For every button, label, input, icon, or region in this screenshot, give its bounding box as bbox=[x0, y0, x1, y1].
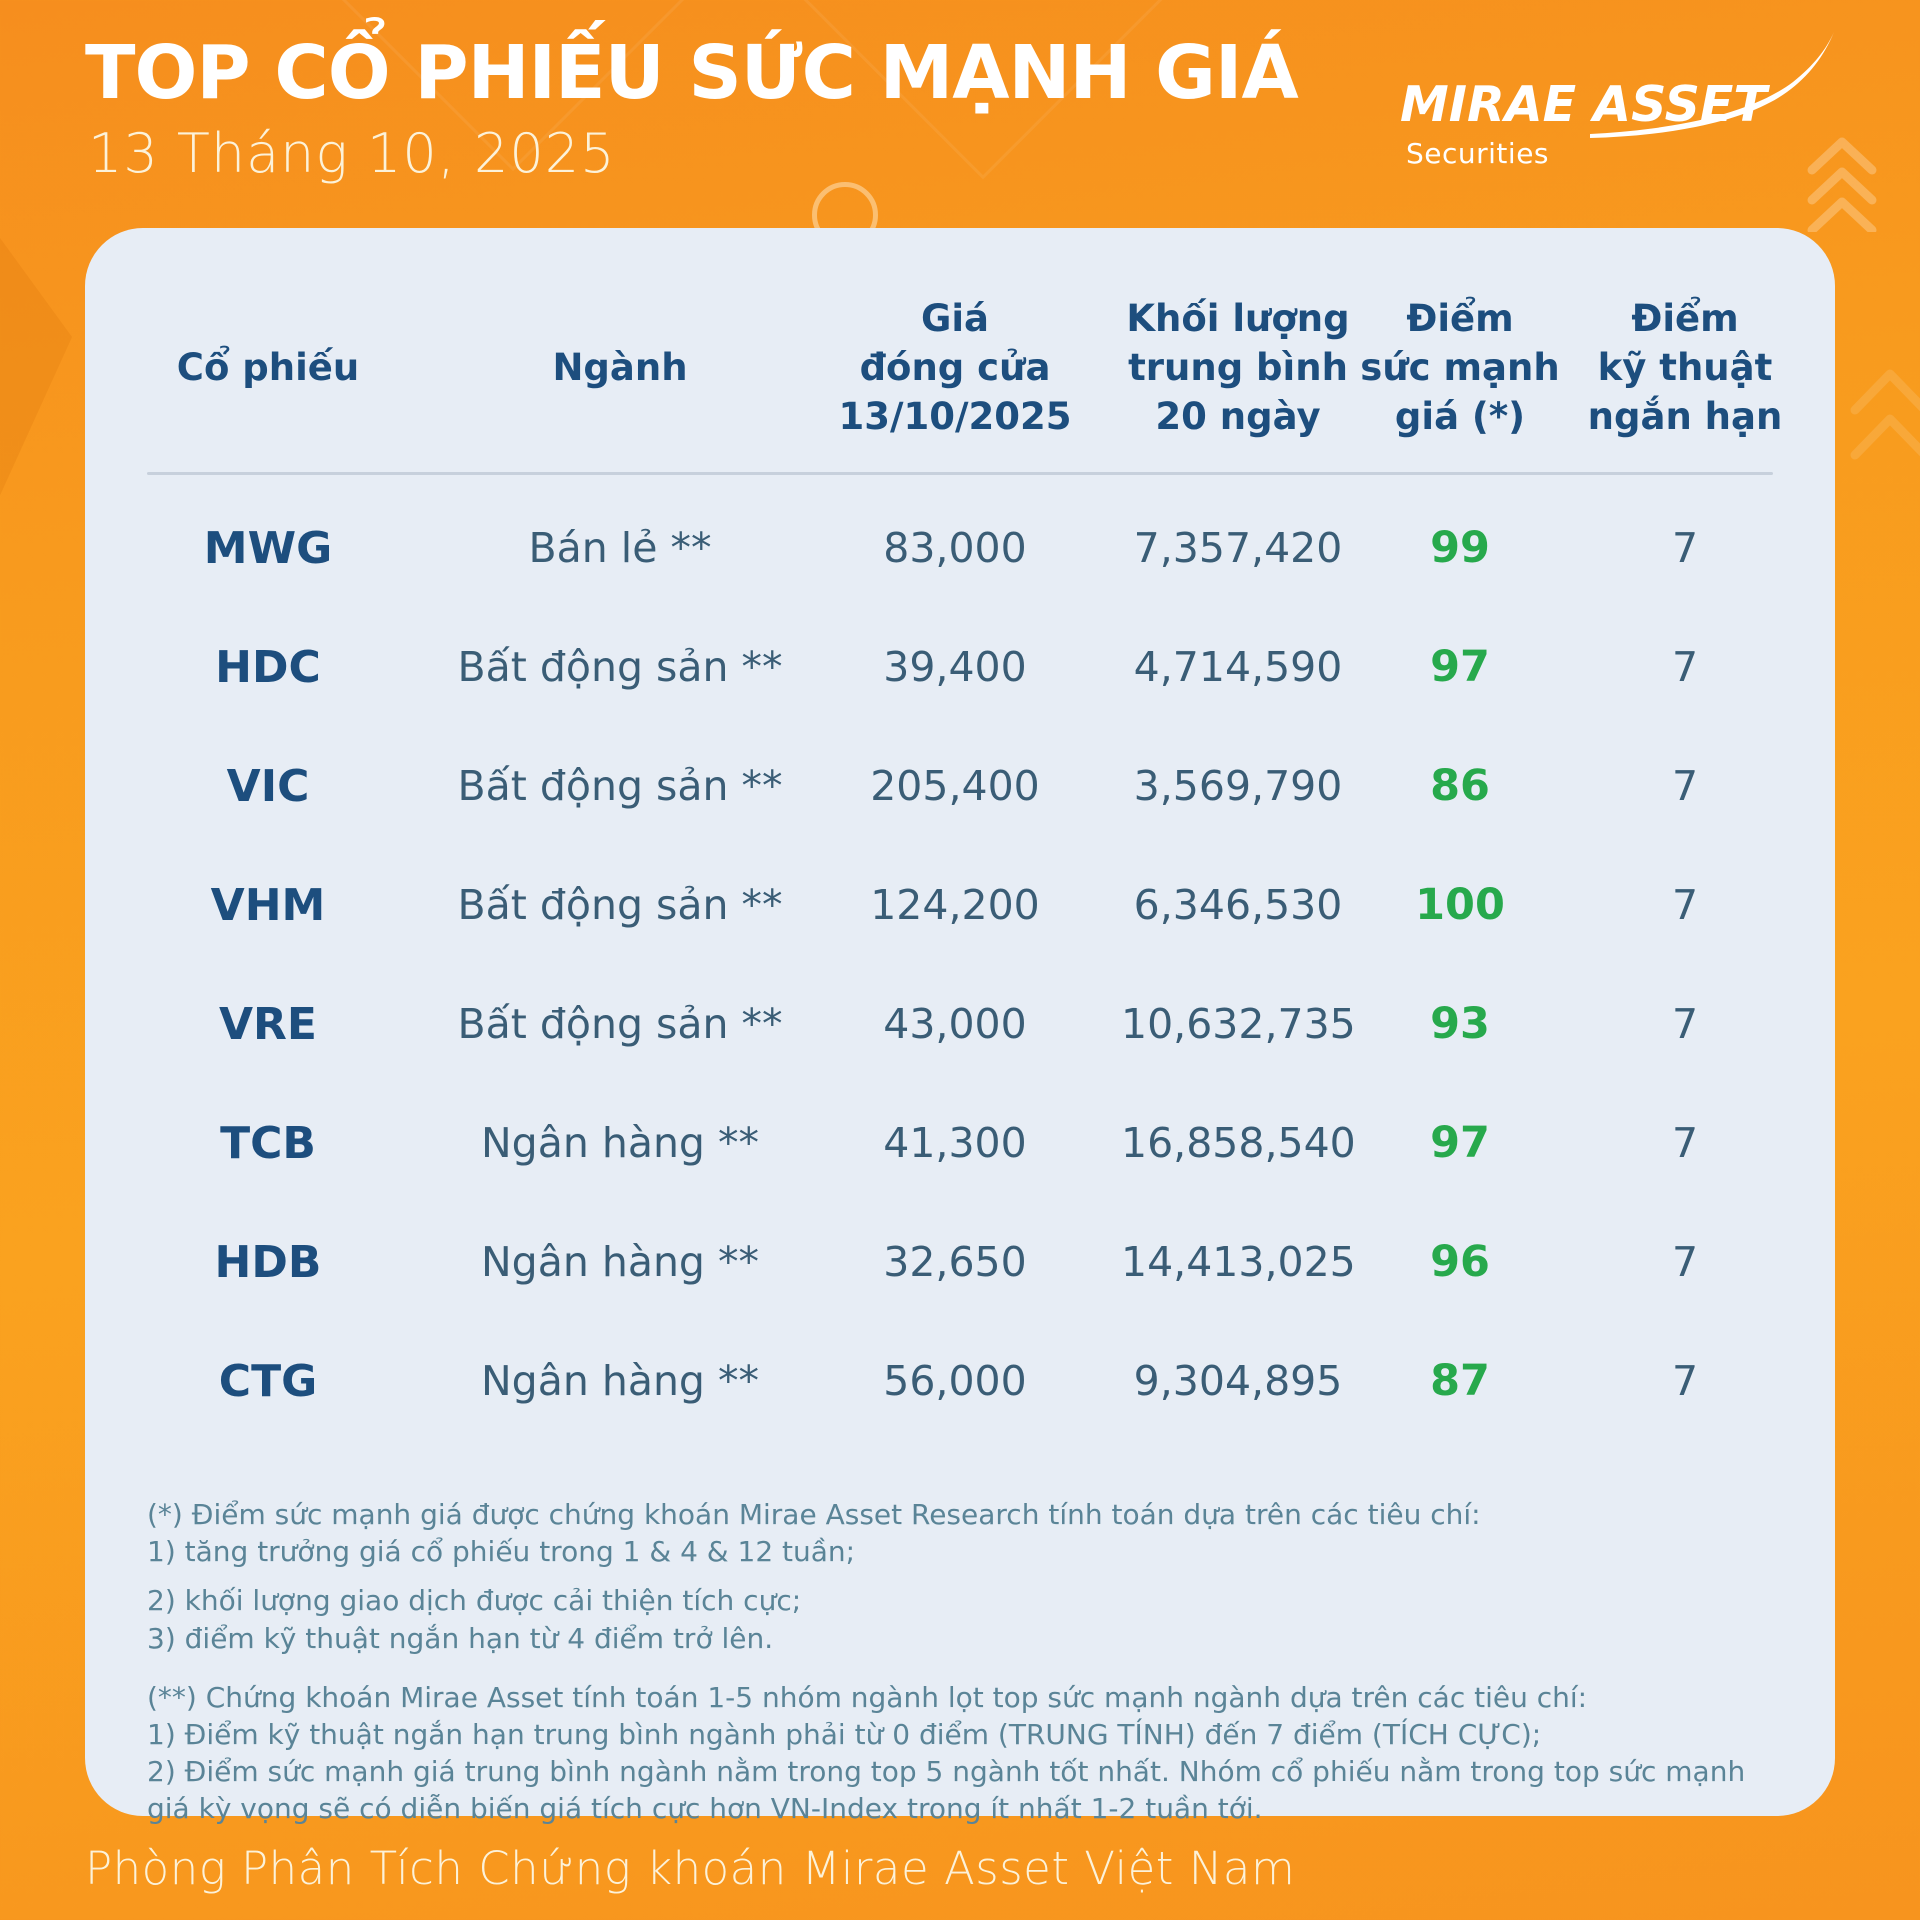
ticker-cell: TCB bbox=[220, 1117, 316, 1169]
ticker-cell: HDB bbox=[214, 1236, 322, 1288]
tech-cell: 7 bbox=[1671, 762, 1699, 811]
table-header-row: Cổ phiếu Ngành Giá đóng cửa 13/10/2025 K… bbox=[85, 228, 1835, 442]
footnote-double-star: (**) Chứng khoán Mirae Asset tính toán 1… bbox=[147, 1681, 1746, 1826]
header-divider bbox=[147, 471, 1773, 475]
table-row: MWG Bán lẻ ** 83,000 7,357,420 99 7 bbox=[85, 489, 1835, 608]
close-cell: 39,400 bbox=[883, 643, 1027, 692]
logo-swoosh-icon bbox=[1590, 32, 1834, 138]
footnote-star-item3: 3) điểm kỹ thuật ngắn hạn từ 4 điểm trở … bbox=[147, 1622, 774, 1656]
ticker-cell: HDC bbox=[215, 641, 321, 693]
chevron-up-icon bbox=[1850, 369, 1920, 460]
volume-cell: 7,357,420 bbox=[1133, 524, 1343, 573]
footnote-star-item2: 2) khối lượng giao dịch được cải thiện t… bbox=[147, 1583, 802, 1617]
close-cell: 32,650 bbox=[883, 1238, 1027, 1287]
close-cell: 41,300 bbox=[883, 1119, 1027, 1168]
sector-cell: Bất động sản ** bbox=[457, 762, 783, 811]
table-row: CTG Ngân hàng ** 56,000 9,304,895 87 7 bbox=[85, 1322, 1835, 1441]
tech-cell: 7 bbox=[1671, 881, 1699, 930]
data-table-card: Cổ phiếu Ngành Giá đóng cửa 13/10/2025 K… bbox=[85, 228, 1835, 1825]
volume-cell: 14,413,025 bbox=[1121, 1238, 1356, 1287]
tech-cell: 7 bbox=[1671, 1119, 1699, 1168]
strength-cell: 97 bbox=[1430, 1118, 1490, 1169]
sector-cell: Bất động sản ** bbox=[457, 643, 783, 692]
wedge-decoration bbox=[0, 238, 72, 496]
strength-cell: 100 bbox=[1415, 880, 1505, 931]
tech-cell: 7 bbox=[1671, 1000, 1699, 1049]
footnote-star-intro: (*) Điểm sức mạnh giá được chứng khoán M… bbox=[147, 1497, 1481, 1568]
tech-cell: 7 bbox=[1671, 524, 1699, 573]
ticker-cell: VHM bbox=[210, 879, 326, 931]
table-row: HDC Bất động sản ** 39,400 4,714,590 97 … bbox=[85, 608, 1835, 727]
table-row: VIC Bất động sản ** 205,400 3,569,790 86… bbox=[85, 727, 1835, 846]
close-cell: 43,000 bbox=[883, 1000, 1027, 1049]
footnotes: (*) Điểm sức mạnh giá được chứng khoán M… bbox=[147, 1497, 1773, 1829]
ticker-cell: MWG bbox=[203, 522, 333, 574]
volume-cell: 16,858,540 bbox=[1121, 1119, 1356, 1168]
close-cell: 205,400 bbox=[870, 762, 1040, 811]
column-header-volume: Khối lượng trung bình 20 ngày bbox=[1126, 297, 1350, 439]
volume-cell: 6,346,530 bbox=[1133, 881, 1343, 930]
page-title: TOP CỔ PHIẾU SỨC MẠNH GIÁ bbox=[85, 30, 1299, 116]
table-body: MWG Bán lẻ ** 83,000 7,357,420 99 7 HDC … bbox=[85, 489, 1835, 1441]
column-header-tech: Điểm kỹ thuật ngắn hạn bbox=[1587, 297, 1783, 439]
table-row: VHM Bất động sản ** 124,200 6,346,530 10… bbox=[85, 846, 1835, 965]
strength-cell: 99 bbox=[1430, 523, 1490, 574]
sector-cell: Bất động sản ** bbox=[457, 1000, 783, 1049]
ticker-cell: CTG bbox=[218, 1355, 318, 1407]
sector-cell: Ngân hàng ** bbox=[481, 1119, 759, 1168]
sector-cell: Ngân hàng ** bbox=[481, 1357, 759, 1406]
close-cell: 56,000 bbox=[883, 1357, 1027, 1406]
close-cell: 83,000 bbox=[883, 524, 1027, 573]
sector-cell: Bất động sản ** bbox=[457, 881, 783, 930]
strength-cell: 86 bbox=[1430, 761, 1490, 812]
logo-subtitle-text: Securities bbox=[1406, 137, 1550, 170]
table-row: TCB Ngân hàng ** 41,300 16,858,540 97 7 bbox=[85, 1084, 1835, 1203]
strength-cell: 87 bbox=[1430, 1356, 1490, 1407]
sector-cell: Ngân hàng ** bbox=[481, 1238, 759, 1287]
volume-cell: 3,569,790 bbox=[1133, 762, 1343, 811]
report-date: 13 Tháng 10, 2025 bbox=[88, 122, 616, 185]
table-row: HDB Ngân hàng ** 32,650 14,413,025 96 7 bbox=[85, 1203, 1835, 1322]
column-header-sector: Ngành bbox=[552, 346, 688, 390]
tech-cell: 7 bbox=[1671, 1357, 1699, 1406]
ticker-cell: VIC bbox=[226, 760, 310, 812]
volume-cell: 4,714,590 bbox=[1133, 643, 1343, 692]
sector-cell: Bán lẻ ** bbox=[528, 524, 712, 573]
tech-cell: 7 bbox=[1671, 1238, 1699, 1287]
volume-cell: 10,632,735 bbox=[1121, 1000, 1356, 1049]
mirae-asset-logo: MIRAE ASSET Securities bbox=[1400, 32, 1860, 170]
strength-cell: 97 bbox=[1430, 642, 1490, 693]
table-row: VRE Bất động sản ** 43,000 10,632,735 93… bbox=[85, 965, 1835, 1084]
footer-department: Phòng Phân Tích Chứng khoán Mirae Asset … bbox=[85, 1842, 1296, 1895]
volume-cell: 9,304,895 bbox=[1133, 1357, 1343, 1406]
strength-cell: 93 bbox=[1430, 999, 1490, 1050]
column-header-close: Giá đóng cửa 13/10/2025 bbox=[838, 297, 1072, 439]
column-header-strength: Điểm sức mạnh giá (*) bbox=[1360, 297, 1560, 439]
ticker-cell: VRE bbox=[219, 998, 317, 1050]
column-header-ticker: Cổ phiếu bbox=[176, 346, 360, 390]
strength-cell: 96 bbox=[1430, 1237, 1490, 1288]
close-cell: 124,200 bbox=[870, 881, 1040, 930]
tech-cell: 7 bbox=[1671, 643, 1699, 692]
